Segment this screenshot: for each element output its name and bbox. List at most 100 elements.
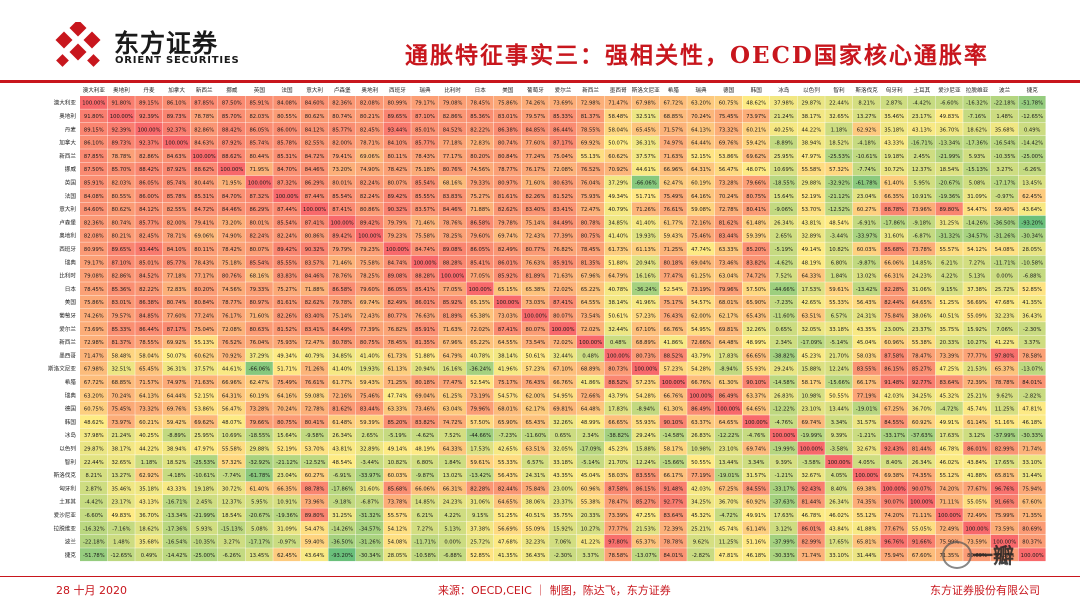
- cell-value: 78.47%: [912, 353, 932, 359]
- heatmap-cell: [604, 122, 632, 136]
- cell-value: 88.52%: [664, 353, 684, 359]
- cell-value: 28.05%: [1022, 247, 1042, 253]
- cell-value: 78.47%: [608, 500, 628, 506]
- heatmap-cell: [411, 135, 439, 149]
- column-header: 奥地利: [113, 86, 130, 94]
- row-header: 葡萄牙: [59, 311, 76, 319]
- cell-value: 0.65%: [555, 433, 572, 439]
- heatmap-cell: [908, 135, 936, 149]
- cell-value: 85.20%: [746, 247, 766, 253]
- cell-value: 73.39%: [608, 513, 628, 519]
- cell-value: 58.17%: [664, 446, 684, 452]
- heatmap-cell: [273, 96, 301, 109]
- cell-value: 74.35%: [912, 473, 932, 479]
- cell-value: 7.27%: [417, 526, 434, 532]
- cell-value: 83.55%: [857, 367, 877, 373]
- cell-value: 75.45%: [719, 114, 739, 120]
- wechat-watermark-icon: [942, 541, 972, 569]
- cell-value: 10.69%: [222, 433, 242, 439]
- cell-value: 100.00%: [883, 486, 906, 492]
- cell-value: 83.64%: [664, 513, 684, 519]
- cell-value: 66.31%: [443, 486, 463, 492]
- cell-value: 84.12%: [139, 207, 159, 213]
- cell-value: 57.23%: [636, 313, 656, 319]
- heatmap-cell: [632, 149, 660, 163]
- cell-value: 87.50%: [84, 167, 104, 173]
- cell-value: 45.04%: [857, 340, 877, 346]
- cell-value: 71.26%: [305, 367, 325, 373]
- cell-value: 84.10%: [388, 141, 408, 147]
- cell-value: 85.33%: [112, 327, 132, 333]
- cell-value: 4.22%: [941, 274, 958, 280]
- row-header: 以色列: [59, 444, 76, 452]
- cell-value: 26.34%: [332, 433, 352, 439]
- cell-value: -16.71%: [166, 500, 188, 506]
- cell-value: 79.17%: [84, 260, 104, 266]
- heatmap-cell: [549, 96, 577, 109]
- cell-value: 80.84%: [194, 300, 214, 306]
- cell-value: 31.25%: [940, 220, 960, 226]
- cell-value: 58.48%: [608, 114, 628, 120]
- cell-value: 37.38%: [967, 287, 987, 293]
- cell-value: 80.99%: [388, 101, 408, 107]
- cell-value: 45.74%: [967, 407, 987, 413]
- heatmap-cell: [328, 122, 356, 136]
- cell-value: 86.01%: [967, 446, 987, 452]
- cell-value: 59.61%: [470, 460, 490, 466]
- cell-value: 85.41%: [470, 260, 490, 266]
- cell-value: 82.55%: [305, 141, 325, 147]
- cell-value: -6.91%: [857, 220, 875, 226]
- column-header: 英国: [254, 86, 266, 94]
- cell-value: -38.82%: [607, 433, 629, 439]
- cell-value: 71.57%: [139, 380, 159, 386]
- cell-value: 73.46%: [719, 260, 739, 266]
- cell-value: -37.99%: [994, 433, 1016, 439]
- cell-value: 57.23%: [664, 367, 684, 373]
- cell-value: 25.72%: [470, 540, 490, 546]
- cell-value: 80.11%: [388, 154, 408, 160]
- cell-value: 86.00%: [139, 194, 159, 200]
- cell-value: 81.62%: [332, 407, 352, 413]
- cell-value: 60.03%: [857, 247, 877, 253]
- cell-value: 8.21%: [858, 101, 875, 107]
- cell-value: 20.94%: [636, 260, 656, 266]
- heatmap-cell: [659, 135, 687, 149]
- cell-value: 72.66%: [581, 393, 601, 399]
- company-logo: 东方证券 ORIENT SECURITIES: [52, 22, 312, 70]
- cell-value: 33.18%: [553, 460, 573, 466]
- cell-value: 83.40%: [305, 313, 325, 319]
- cell-value: -7.16%: [968, 114, 986, 120]
- cell-value: 80.76%: [443, 167, 463, 173]
- cell-value: 51.25%: [498, 513, 518, 519]
- cell-value: 100.00%: [331, 220, 354, 226]
- heatmap-cell: [990, 109, 1018, 123]
- cell-value: -4.72%: [940, 407, 958, 413]
- cell-value: 79.60%: [470, 234, 490, 240]
- cell-value: 82.49%: [388, 300, 408, 306]
- cell-value: 37.98%: [84, 433, 104, 439]
- cell-value: 2.65%: [362, 433, 379, 439]
- cell-value: 55.57%: [940, 247, 960, 253]
- cell-value: 71.88%: [470, 207, 490, 213]
- heatmap-cell: [521, 122, 549, 136]
- cell-value: 71.60%: [250, 313, 270, 319]
- heatmap-cell: [521, 149, 549, 163]
- cell-value: 71.35%: [1022, 513, 1042, 519]
- heatmap-cell: [438, 149, 466, 163]
- row-header: 美国: [65, 298, 77, 306]
- cell-value: -2.82%: [692, 553, 710, 559]
- cell-value: 50.55%: [691, 460, 711, 466]
- heatmap-cell: [356, 135, 384, 149]
- cell-value: 73.03%: [526, 300, 546, 306]
- cell-value: 25.21%: [967, 393, 987, 399]
- cell-value: 76.43%: [664, 313, 684, 319]
- cell-value: 72.02%: [581, 327, 601, 333]
- cell-value: 75.18%: [222, 260, 242, 266]
- cell-value: 77.39%: [553, 234, 573, 240]
- cell-value: 73.59%: [995, 526, 1015, 532]
- cell-value: 44.61%: [222, 367, 242, 373]
- cell-value: 75.17%: [498, 380, 518, 386]
- cell-value: 80.07%: [388, 180, 408, 186]
- cell-value: 83.40%: [526, 207, 546, 213]
- cell-value: 62.92%: [857, 127, 877, 133]
